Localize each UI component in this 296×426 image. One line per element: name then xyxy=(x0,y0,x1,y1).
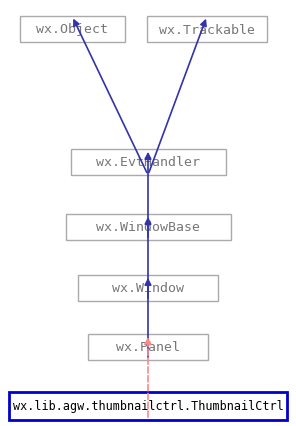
Text: wx.Object: wx.Object xyxy=(36,23,108,36)
FancyBboxPatch shape xyxy=(65,215,231,240)
FancyBboxPatch shape xyxy=(78,275,218,301)
Text: wx.Trackable: wx.Trackable xyxy=(159,23,255,36)
Text: wx.Window: wx.Window xyxy=(112,282,184,295)
Text: wx.WindowBase: wx.WindowBase xyxy=(96,221,200,234)
FancyBboxPatch shape xyxy=(70,150,226,176)
FancyBboxPatch shape xyxy=(147,17,267,43)
FancyBboxPatch shape xyxy=(9,392,287,420)
Text: wx.Panel: wx.Panel xyxy=(116,341,180,354)
FancyBboxPatch shape xyxy=(88,334,208,360)
Text: wx.lib.agw.thumbnailctrl.ThumbnailCtrl: wx.lib.agw.thumbnailctrl.ThumbnailCtrl xyxy=(13,400,283,412)
Text: wx.EvtHandler: wx.EvtHandler xyxy=(96,156,200,169)
FancyBboxPatch shape xyxy=(20,17,125,43)
